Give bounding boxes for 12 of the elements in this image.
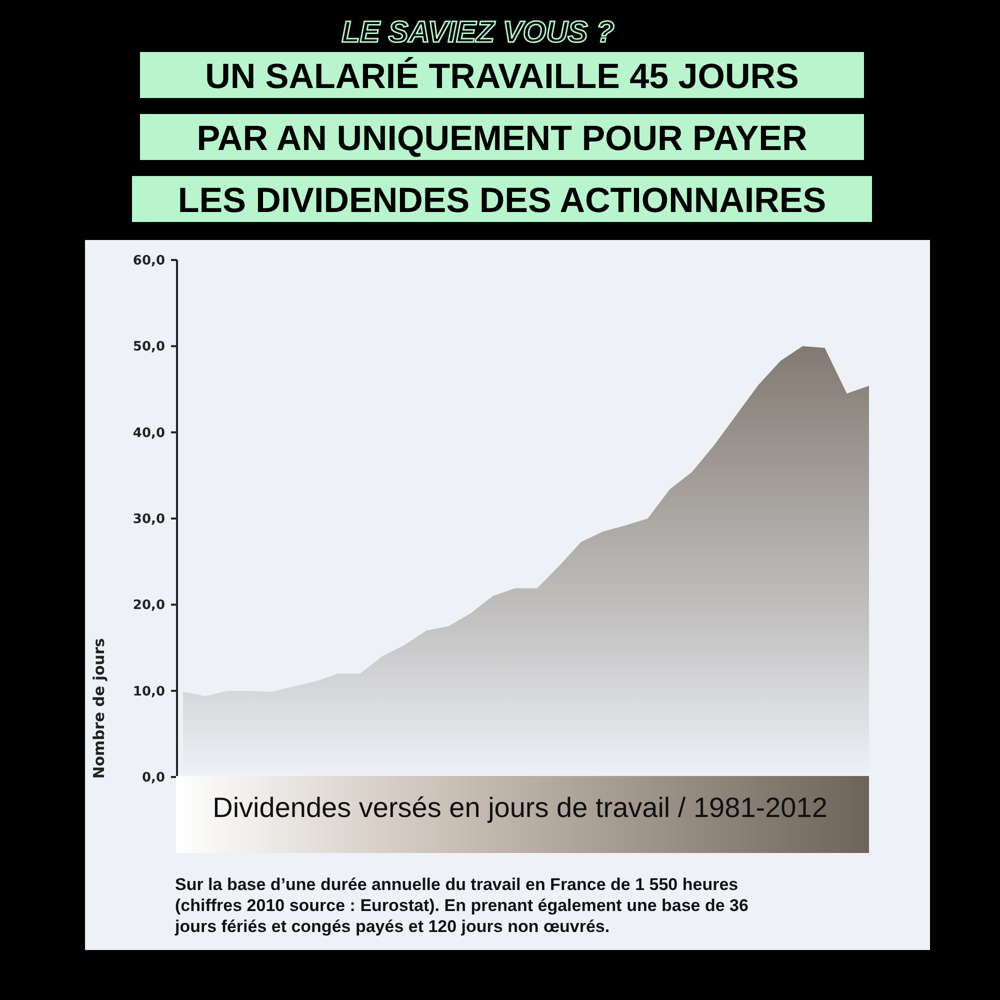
- text: Sur la base d’une durée annuelle du travail en France de 1 550 heures (chiffres 2010 source : Eurostat). En prenant également une base de 36 jours fériés et congés payés et 120 jours non œuvrés.: [174, 875, 748, 936]
- y-axis-title: Nombre de jours: [90, 638, 108, 779]
- y-tick-label: 30,0: [132, 512, 165, 528]
- y-tick-label: 50,0: [132, 340, 165, 355]
- y-tick-label: 40,0: [132, 426, 165, 441]
- y-tick-label: 20,0: [132, 598, 165, 614]
- text: Dividendes versés en jours de travail / 1981-2012: [212, 792, 828, 823]
- y-tick-label: 0,0: [142, 770, 165, 786]
- y-tick-label: 60,0: [132, 254, 165, 269]
- y-tick-label: 10,0: [132, 684, 165, 700]
- chart-title: LE SAVIEZ VOUS ?: [342, 16, 614, 49]
- chart-subtitle: UN SALARIÉ TRAVAILLE 45 JOURS PAR AN UNIQUEMENT POUR PAYER LES DIVIDENDES DES ACTIONNAIRES: [178, 56, 826, 220]
